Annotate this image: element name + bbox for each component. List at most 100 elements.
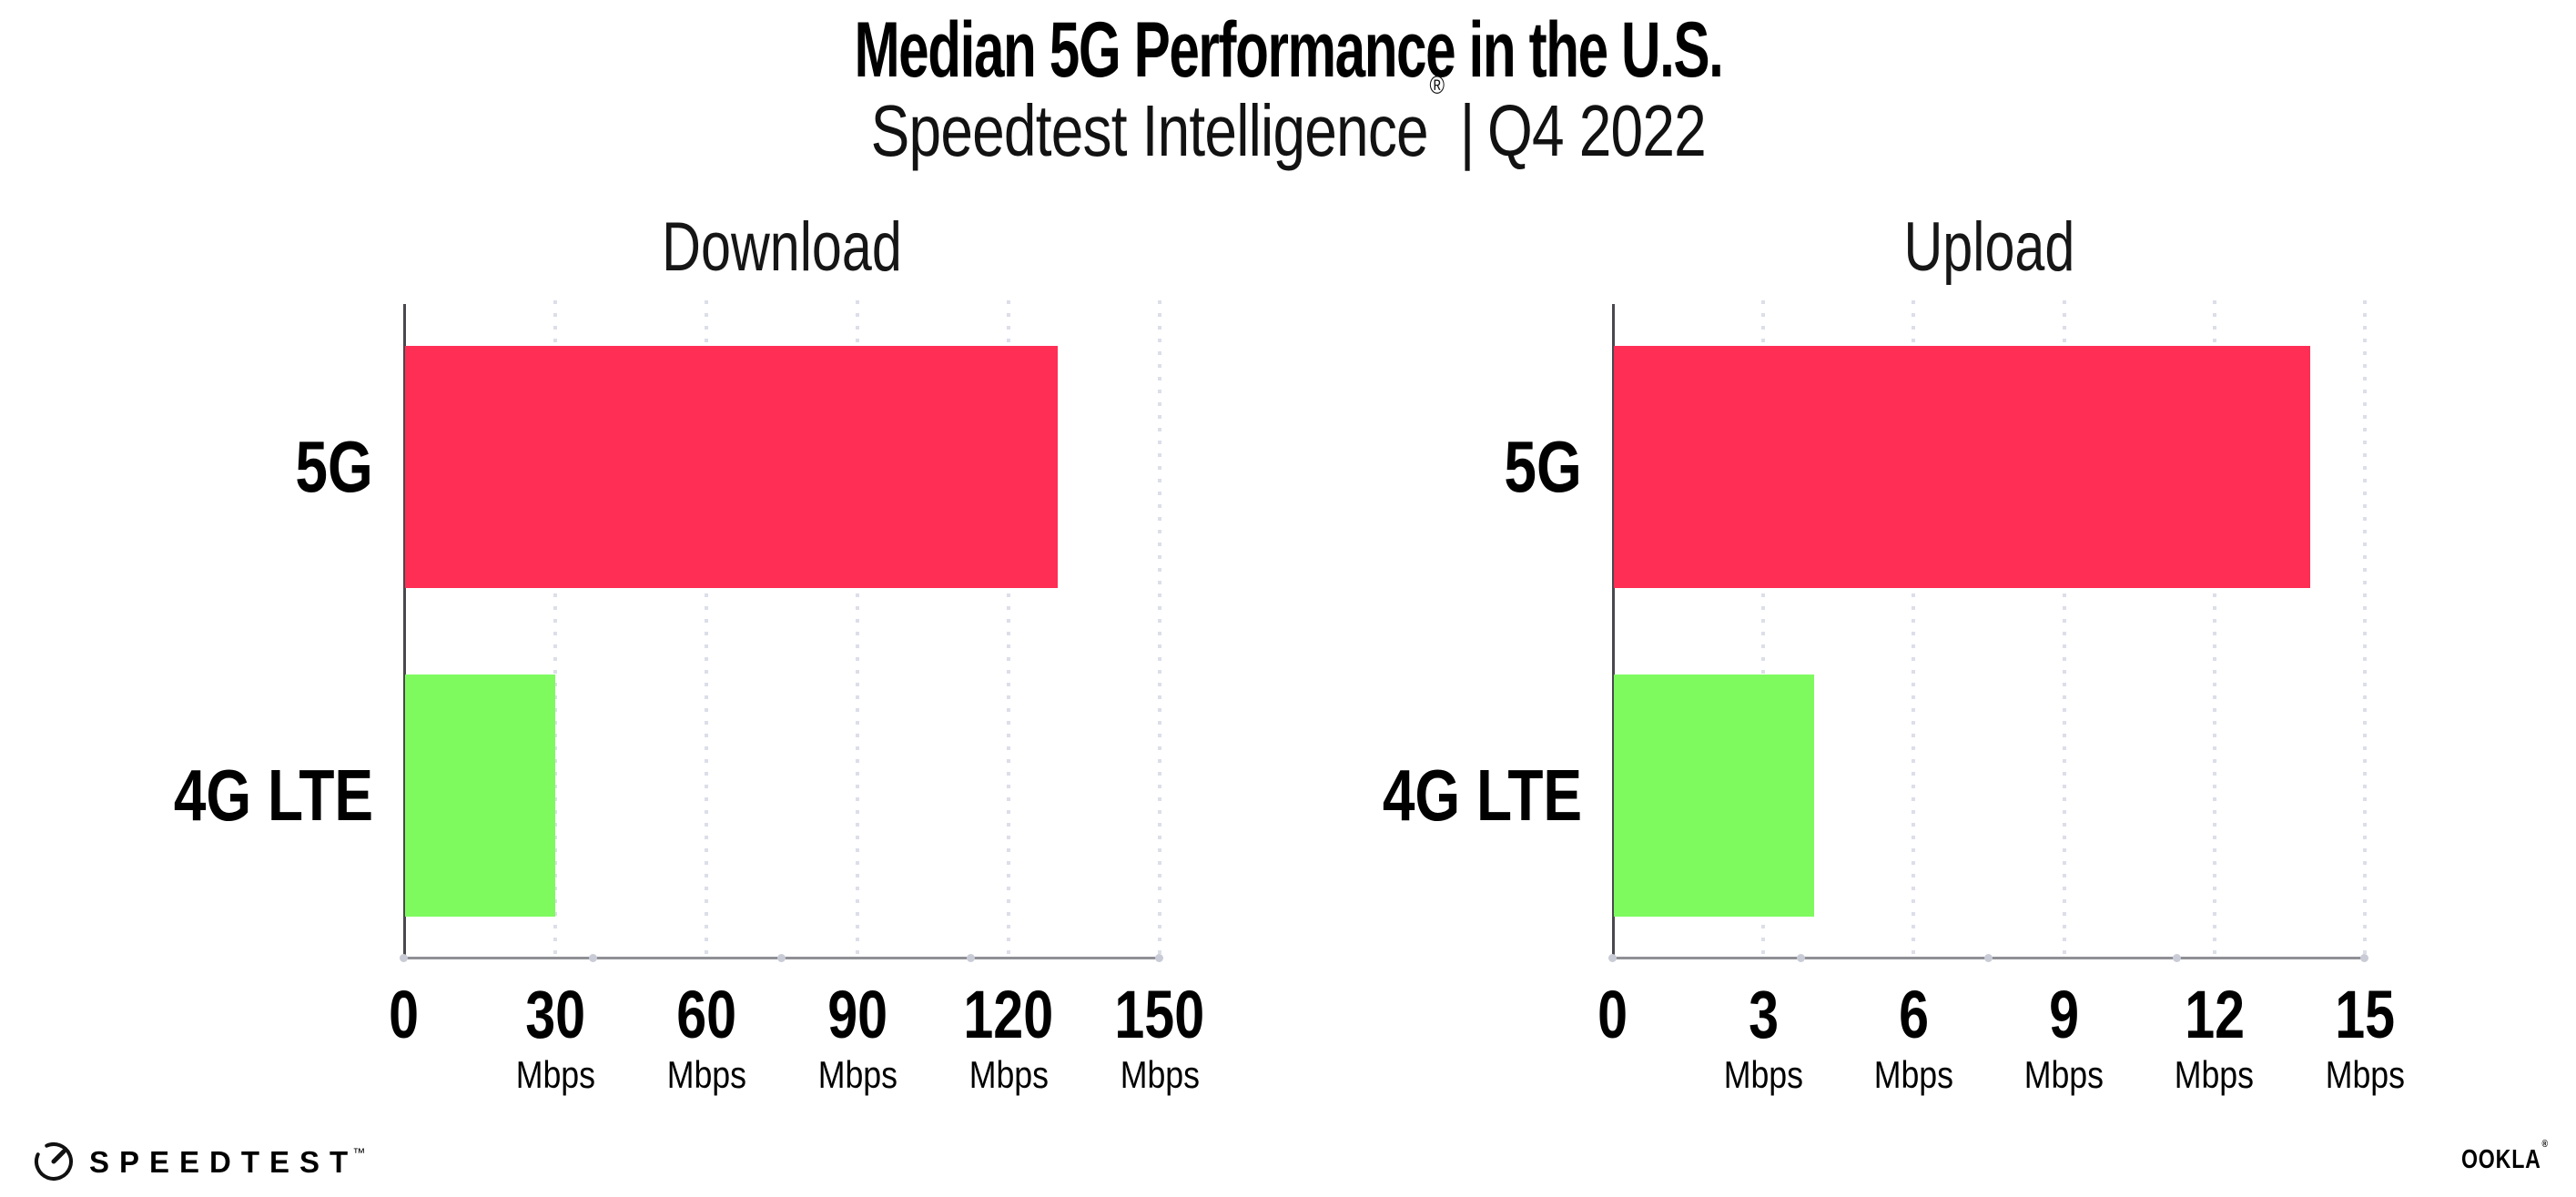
category-label-5g: 5G (0, 431, 373, 503)
tick-unit-label: Mbps (597, 1056, 816, 1094)
ookla-wordmark: OOKLA (2461, 1145, 2541, 1174)
tick-number: 6 (1898, 977, 1929, 1052)
tick-number: 30 (525, 977, 585, 1052)
tick-unit-label: Mbps (1050, 1056, 1269, 1094)
y-axis-line (403, 304, 406, 959)
axis-tick-dot (1796, 954, 1805, 962)
subtitle-period: Q4 2022 (1486, 90, 1707, 171)
tick-number: 120 (963, 977, 1054, 1052)
tick-label-15: 15 Mbps (2256, 981, 2474, 1094)
tick-unit-text: Mbps (2023, 1053, 2104, 1096)
speedtest-gauge-icon (35, 1142, 73, 1181)
tick-unit-text: Mbps (1120, 1053, 1200, 1096)
gridline-3 (1761, 300, 1766, 959)
trademark-symbol: ™ (352, 1145, 366, 1160)
tick-label-0: 0 (295, 981, 513, 1049)
tick-label-120: 120 Mbps (899, 981, 1118, 1094)
axis-tick-dot (2172, 954, 2181, 962)
tick-number: 0 (389, 977, 420, 1052)
axis-tick-dot (1608, 954, 1617, 962)
axis-tick-dot (966, 954, 975, 962)
ookla-registered-symbol: ® (2541, 1139, 2549, 1151)
tick-unit-label: Mbps (2105, 1056, 2324, 1094)
tick-unit-label: Mbps (1654, 1056, 1872, 1094)
gridline-150 (1158, 300, 1161, 959)
category-label-text: 5G (1504, 426, 1582, 507)
chart-title-text: Download (662, 208, 902, 286)
speedtest-wordmark: SPEEDTEST (89, 1144, 359, 1179)
gridline-30 (553, 300, 557, 959)
page-title-text: Median 5G Performance in the U.S. (853, 6, 1723, 94)
page-subtitle-text: Speedtest Intelligence®| Q4 2022 (870, 73, 1706, 167)
chart-title-text: Upload (1903, 208, 2074, 286)
tick-unit-text: Mbps (969, 1053, 1049, 1096)
axis-tick-dot (1984, 954, 1993, 962)
tick-unit-label: Mbps (2256, 1056, 2474, 1094)
tick-label-6: 6 Mbps (1804, 981, 2023, 1094)
axis-tick-dot (2360, 954, 2368, 962)
tick-label-30: 30 Mbps (446, 981, 664, 1094)
gauge-needle (51, 1149, 66, 1164)
axis-tick-dot (1155, 954, 1163, 962)
chart-title-upload: Upload (1613, 213, 2365, 282)
tick-unit-text: Mbps (2175, 1053, 2255, 1096)
category-label-4g-lte: 4G LTE (0, 759, 373, 832)
bar-4g-lte-upload (1614, 675, 1815, 917)
category-label-4g-lte: 4G LTE (1163, 759, 1582, 832)
speedtest-logo: SPEEDTEST ™ (33, 1140, 365, 1183)
bar-4g-lte-download (405, 675, 555, 917)
gridline-6 (1912, 300, 1916, 959)
tick-number: 9 (2049, 977, 2080, 1052)
axis-tick-dot (400, 954, 408, 962)
tick-number: 15 (2335, 977, 2395, 1052)
axis-tick-dot (777, 954, 786, 962)
tick-unit-label: Mbps (748, 1056, 967, 1094)
tick-number: 12 (2184, 977, 2245, 1052)
bar-5g-upload (1614, 346, 2311, 588)
category-label-text: 4G LTE (1382, 755, 1582, 836)
gridline-60 (705, 300, 708, 959)
category-label-text: 4G LTE (173, 755, 373, 836)
tick-label-0: 0 (1504, 981, 1722, 1049)
ookla-logo: OOKLA® (2439, 1140, 2549, 1174)
tick-label-90: 90 Mbps (748, 981, 967, 1094)
tick-label-150: 150 Mbps (1050, 981, 1269, 1094)
tick-unit-text: Mbps (515, 1053, 595, 1096)
chart-download: Download 5G 4G LTE 0 30 Mbps 60 Mbps 90 Mbps 120 Mb… (174, 213, 1205, 1094)
category-label-text: 5G (295, 426, 373, 507)
gridline-120 (1007, 300, 1010, 959)
tick-number: 90 (827, 977, 887, 1052)
tick-label-9: 9 Mbps (1955, 981, 2174, 1094)
gridline-12 (2212, 300, 2216, 959)
subtitle-separator: | (1459, 90, 1475, 171)
gridline-90 (856, 300, 859, 959)
ookla-wordmark-wrap: OOKLA® (2461, 1140, 2549, 1174)
chart-upload: Upload 5G 4G LTE 0 3 Mbps 6 Mbps 9 Mbps 12 Mbps 15 Mb… (1383, 213, 2405, 1094)
tick-unit-text: Mbps (1723, 1053, 1803, 1096)
axis-tick-dot (588, 954, 597, 962)
category-label-5g: 5G (1163, 431, 1582, 503)
y-axis-line (1612, 304, 1615, 959)
registered-trademark-symbol: ® (1429, 71, 1444, 100)
bar-5g-download (405, 346, 1058, 588)
tick-number: 60 (676, 977, 736, 1052)
page-subtitle: Speedtest Intelligence®| Q4 2022 (0, 73, 2576, 167)
tick-unit-label: Mbps (1955, 1056, 2174, 1094)
tick-number: 3 (1748, 977, 1779, 1052)
tick-unit-text: Mbps (666, 1053, 746, 1096)
subtitle-brand: Speedtest Intelligence (870, 90, 1428, 171)
tick-label-60: 60 Mbps (597, 981, 816, 1094)
chart-title-download: Download (404, 213, 1160, 282)
tick-unit-label: Mbps (899, 1056, 1118, 1094)
tick-number: 0 (1597, 977, 1628, 1052)
tick-number: 150 (1114, 977, 1205, 1052)
tick-unit-label: Mbps (446, 1056, 664, 1094)
tick-unit-text: Mbps (1873, 1053, 1954, 1096)
tick-label-3: 3 Mbps (1654, 981, 1872, 1094)
tick-unit-text: Mbps (2325, 1053, 2405, 1096)
tick-unit-text: Mbps (817, 1053, 898, 1096)
tick-label-12: 12 Mbps (2105, 981, 2324, 1094)
gridline-9 (2062, 300, 2066, 959)
tick-unit-label: Mbps (1804, 1056, 2023, 1094)
